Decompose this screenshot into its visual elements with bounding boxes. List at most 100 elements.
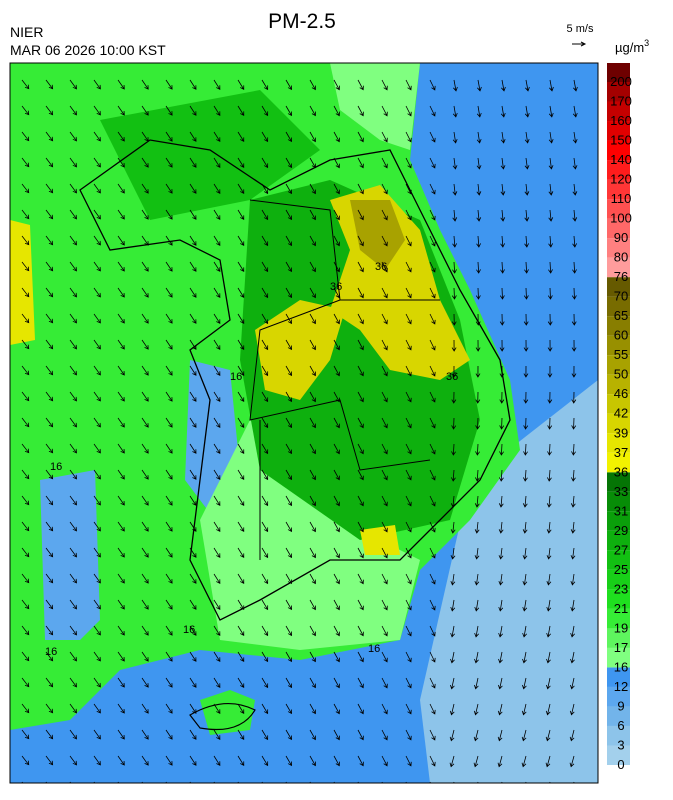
wind-arrow (333, 677, 340, 689)
wind-arrow (141, 417, 149, 428)
wind-arrow (570, 599, 576, 612)
wind-arrow (285, 469, 292, 481)
wind-arrow (189, 79, 197, 90)
wind-arrow (429, 703, 436, 715)
wind-arrow (452, 157, 458, 170)
wind-arrow (309, 391, 316, 403)
wind-arrow (165, 183, 173, 194)
wind-arrow (261, 131, 269, 143)
wind-arrow (429, 521, 436, 533)
wind-arrow (548, 235, 554, 248)
province-borders (249, 199, 440, 560)
wind-arrow (213, 677, 221, 688)
wind-arrow (309, 157, 316, 169)
colorbar-label: 46 (614, 386, 628, 401)
wind-arrow (381, 703, 388, 715)
wind-arrow (333, 417, 340, 429)
wind-arrow (45, 729, 54, 740)
wind-arrow (476, 209, 482, 222)
wind-arrow (261, 209, 269, 221)
wind-arrow (429, 157, 436, 169)
wind-arrow (261, 339, 269, 351)
wind-arrow (93, 573, 101, 584)
wind-arrow (545, 729, 551, 742)
wind-arrow (21, 547, 30, 558)
wind-arrow (309, 495, 316, 507)
wind-arrow (546, 599, 552, 612)
wind-arrow (497, 703, 503, 716)
wind-arrow (381, 651, 388, 663)
wind-arrow (309, 209, 316, 221)
wind-arrow (69, 131, 77, 142)
agency: NIER (10, 24, 43, 40)
wind-arrow (45, 339, 54, 350)
wind-arrow (545, 755, 551, 768)
colorbar-cell (607, 725, 630, 746)
wind-arrow (381, 755, 388, 767)
wind-arrow (117, 677, 125, 688)
wind-arrow (165, 443, 173, 454)
wind-arrow (93, 131, 101, 142)
wind-arrow (261, 235, 269, 247)
wind-arrow (473, 703, 479, 716)
wind-arrow (21, 131, 30, 142)
wind-arrow (69, 105, 77, 116)
wind-arrow (21, 729, 30, 740)
wind-arrow (165, 547, 173, 558)
colorbar-cell (607, 433, 630, 453)
wind-arrow (285, 261, 292, 273)
wind-arrow (474, 521, 480, 534)
wind-arrow (500, 157, 506, 170)
wind-arrow (500, 131, 506, 144)
wind-arrow (499, 469, 504, 482)
wind-arrow (405, 599, 412, 611)
wind-arrow (333, 495, 340, 507)
wind-arrow (497, 729, 503, 742)
wind-arrow (261, 443, 269, 455)
wind-arrow (309, 105, 316, 117)
wind-arrow (21, 157, 30, 168)
colorbar-label: 9 (617, 698, 624, 713)
wind-arrow (21, 339, 30, 350)
wind-arrow (333, 443, 340, 455)
wind-arrow (522, 599, 528, 612)
colorbar-label: 160 (610, 113, 632, 128)
wind-arrow (261, 625, 269, 637)
wind-arrow (69, 183, 77, 194)
wind-arrow (189, 521, 197, 532)
colorbar-cell (607, 686, 630, 707)
wind-arrow (451, 469, 456, 482)
wind-arrow (93, 469, 101, 480)
wind-arrow (498, 495, 504, 508)
wind-arrow (285, 417, 292, 429)
wind-arrow (165, 131, 173, 142)
wind-arrow (381, 547, 388, 559)
wind-arrow (117, 521, 125, 532)
wind-arrow (405, 365, 412, 377)
colorbar-label: 120 (610, 172, 632, 187)
colorbar-cell (607, 199, 630, 219)
wind-arrow (213, 365, 221, 376)
wind-arrow (309, 469, 316, 481)
colorbar-label: 50 (614, 367, 628, 382)
wind-arrow (545, 703, 551, 716)
high-zone-edge (10, 220, 35, 345)
wind-arrow (237, 365, 245, 377)
wind-arrow (213, 105, 221, 116)
wind-arrow (285, 755, 292, 767)
wind-arrow (45, 469, 54, 480)
wind-arrow (524, 209, 530, 222)
wind-arrow (523, 417, 529, 430)
wind-arrow (525, 781, 527, 783)
wind-arrow (451, 313, 457, 326)
wind-arrow (357, 625, 364, 637)
wind-arrow (165, 79, 173, 90)
wind-arrow (450, 495, 456, 508)
wind-arrow (141, 209, 149, 220)
colorbar-label: 31 (614, 503, 628, 518)
colorbar-cell (607, 452, 630, 473)
wind-arrow (261, 469, 269, 481)
wind-arrow (572, 183, 578, 196)
colorbar-cell (607, 82, 630, 102)
wind-arrow (141, 729, 149, 740)
